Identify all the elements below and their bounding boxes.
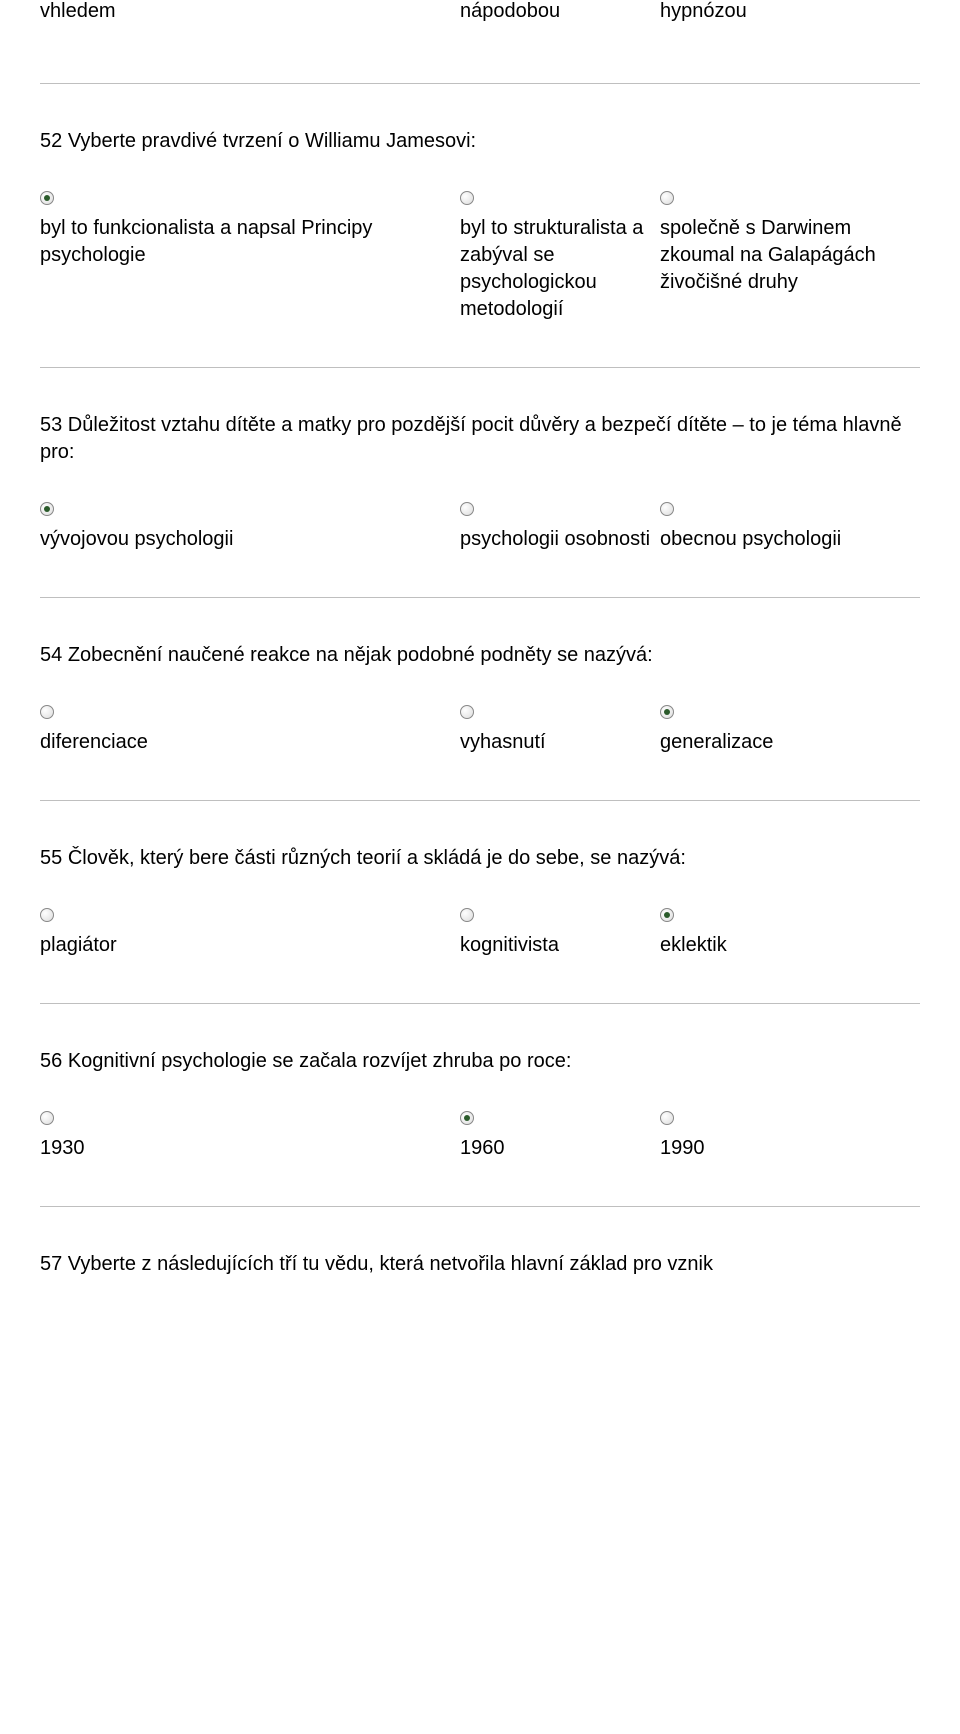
prev-question-options-row: vhledem nápodobou hypnózou xyxy=(40,0,920,23)
question-body: Vyberte pravdivé tvrzení o Williamu Jame… xyxy=(68,130,476,152)
question-53: 53 Důležitost vztahu dítěte a matky pro … xyxy=(40,412,920,553)
radio-icon[interactable] xyxy=(660,502,674,516)
question-text: 56 Kognitivní psychologie se začala rozv… xyxy=(40,1048,920,1075)
prev-option-a: vhledem xyxy=(40,0,460,23)
option-label: plagiátor xyxy=(40,932,460,959)
option-c[interactable]: společně s Darwinem zkoumal na Galapágác… xyxy=(660,191,920,323)
option-b[interactable]: vyhasnutí xyxy=(460,705,660,756)
radio-icon[interactable] xyxy=(40,191,54,205)
separator xyxy=(40,83,920,84)
option-label: eklektik xyxy=(660,932,920,959)
option-label: vyhasnutí xyxy=(460,729,660,756)
question-body: Kognitivní psychologie se začala rozvíje… xyxy=(68,1050,572,1072)
separator xyxy=(40,367,920,368)
radio-icon[interactable] xyxy=(460,705,474,719)
options-row: 1930 1960 1990 xyxy=(40,1111,920,1162)
separator xyxy=(40,1003,920,1004)
option-label: 1930 xyxy=(40,1135,460,1162)
question-number: 57 xyxy=(40,1253,62,1275)
prev-option-b: nápodobou xyxy=(460,0,660,23)
separator xyxy=(40,597,920,598)
option-b[interactable]: psychologii osobnosti xyxy=(460,502,660,553)
option-label: generalizace xyxy=(660,729,920,756)
option-b[interactable]: kognitivista xyxy=(460,908,660,959)
question-54: 54 Zobecnění naučené reakce na nějak pod… xyxy=(40,642,920,756)
option-a[interactable]: byl to funkcionalista a napsal Principy … xyxy=(40,191,460,323)
options-row: byl to funkcionalista a napsal Principy … xyxy=(40,191,920,323)
option-label: psychologii osobnosti xyxy=(460,526,660,553)
radio-icon[interactable] xyxy=(460,191,474,205)
option-a[interactable]: vývojovou psychologii xyxy=(40,502,460,553)
page: vhledem nápodobou hypnózou 52 Vyberte pr… xyxy=(0,0,960,1350)
option-label: byl to strukturalista a zabýval se psych… xyxy=(460,215,660,323)
radio-icon[interactable] xyxy=(40,1111,54,1125)
question-number: 53 xyxy=(40,414,62,436)
question-body: Vyberte z následujících tří tu vědu, kte… xyxy=(62,1253,713,1275)
option-label: diferenciace xyxy=(40,729,460,756)
radio-icon[interactable] xyxy=(40,502,54,516)
radio-icon[interactable] xyxy=(40,908,54,922)
option-label: kognitivista xyxy=(460,932,660,959)
prev-option-c: hypnózou xyxy=(660,0,920,23)
question-number: 55 xyxy=(40,847,62,869)
option-a[interactable]: 1930 xyxy=(40,1111,460,1162)
option-a[interactable]: diferenciace xyxy=(40,705,460,756)
option-label: 1990 xyxy=(660,1135,920,1162)
question-52: 52 Vyberte pravdivé tvrzení o Williamu J… xyxy=(40,128,920,323)
radio-icon[interactable] xyxy=(460,502,474,516)
question-text: 52 Vyberte pravdivé tvrzení o Williamu J… xyxy=(40,128,920,155)
question-number: 52 xyxy=(40,130,62,152)
radio-icon[interactable] xyxy=(460,1111,474,1125)
question-number: 54 xyxy=(40,644,62,666)
radio-icon[interactable] xyxy=(660,191,674,205)
radio-icon[interactable] xyxy=(460,908,474,922)
question-text: 54 Zobecnění naučené reakce na nějak pod… xyxy=(40,642,920,669)
question-55: 55 Člověk, který bere části různých teor… xyxy=(40,845,920,959)
question-text: 55 Člověk, který bere části různých teor… xyxy=(40,845,920,872)
option-label: vývojovou psychologii xyxy=(40,526,460,553)
radio-icon[interactable] xyxy=(660,908,674,922)
option-c[interactable]: obecnou psychologii xyxy=(660,502,920,553)
radio-icon[interactable] xyxy=(660,1111,674,1125)
option-b[interactable]: 1960 xyxy=(460,1111,660,1162)
option-a[interactable]: plagiátor xyxy=(40,908,460,959)
question-text: 57 Vyberte z následujících tří tu vědu, … xyxy=(40,1251,920,1278)
radio-icon[interactable] xyxy=(40,705,54,719)
question-body: Důležitost vztahu dítěte a matky pro poz… xyxy=(40,414,902,463)
question-57: 57 Vyberte z následujících tří tu vědu, … xyxy=(40,1251,920,1278)
option-label: obecnou psychologii xyxy=(660,526,920,553)
radio-icon[interactable] xyxy=(660,705,674,719)
separator xyxy=(40,800,920,801)
option-c[interactable]: 1990 xyxy=(660,1111,920,1162)
separator xyxy=(40,1206,920,1207)
option-label: byl to funkcionalista a napsal Principy … xyxy=(40,215,460,269)
options-row: vývojovou psychologii psychologii osobno… xyxy=(40,502,920,553)
question-body: Člověk, který bere části různých teorií … xyxy=(68,847,686,869)
question-text: 53 Důležitost vztahu dítěte a matky pro … xyxy=(40,412,920,466)
options-row: diferenciace vyhasnutí generalizace xyxy=(40,705,920,756)
option-label: 1960 xyxy=(460,1135,660,1162)
question-56: 56 Kognitivní psychologie se začala rozv… xyxy=(40,1048,920,1162)
option-c[interactable]: eklektik xyxy=(660,908,920,959)
option-label: společně s Darwinem zkoumal na Galapágác… xyxy=(660,215,920,296)
option-b[interactable]: byl to strukturalista a zabýval se psych… xyxy=(460,191,660,323)
question-number: 56 xyxy=(40,1050,62,1072)
question-body: Zobecnění naučené reakce na nějak podobn… xyxy=(68,644,653,666)
option-c[interactable]: generalizace xyxy=(660,705,920,756)
options-row: plagiátor kognitivista eklektik xyxy=(40,908,920,959)
